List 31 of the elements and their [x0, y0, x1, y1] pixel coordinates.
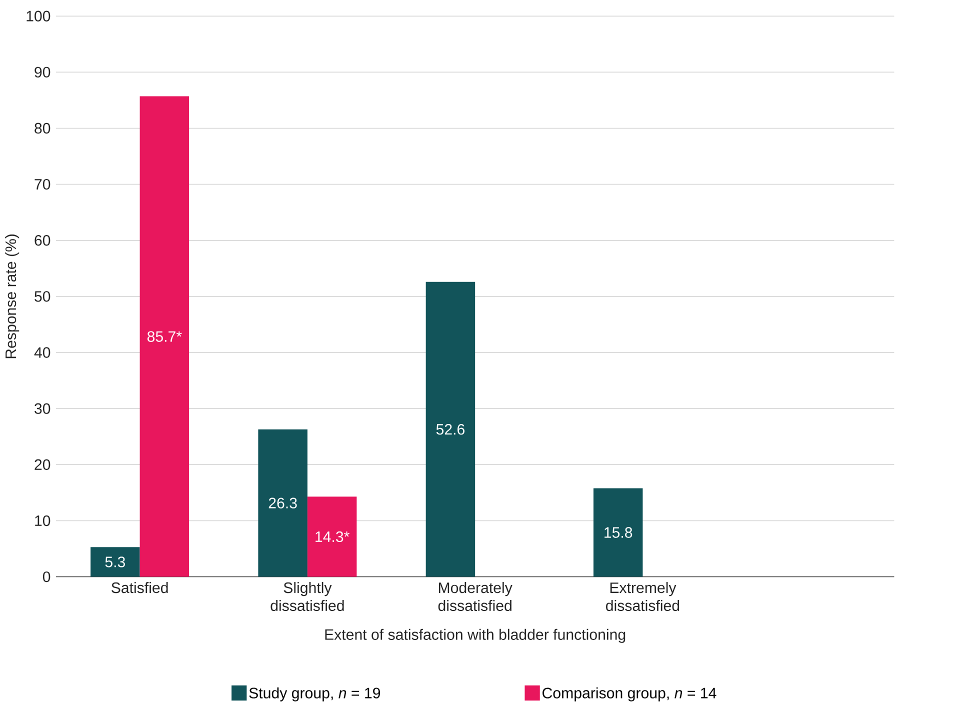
bar: [90, 546, 140, 577]
data-label: 14.3*: [316, 531, 350, 542]
legend-label: Study group, n = 19: [249, 687, 380, 702]
bar: [593, 488, 643, 577]
y-axis-title: Response rate (%): [5, 234, 20, 358]
y-tick-label: 70: [34, 178, 50, 190]
x-tick-label: Slightly dissatisfied: [270, 582, 344, 611]
bar: [140, 96, 190, 577]
y-tick-label: 40: [34, 347, 50, 358]
x-axis-title: Extent of satisfaction with bladder functioning: [325, 628, 626, 643]
bar: [307, 496, 357, 577]
y-tick-label: 90: [34, 66, 50, 78]
x-tick-label: Moderately dissatisfied: [438, 582, 512, 611]
legend-label: Comparison group, n = 14: [542, 687, 716, 702]
x-tick-label: Extremely dissatisfied: [606, 582, 680, 611]
y-tick-label: 10: [35, 515, 50, 526]
data-label: 26.3: [268, 498, 297, 508]
y-tick-label: 60: [34, 234, 50, 246]
data-label: 85.7*: [147, 331, 182, 342]
y-tick-label: 100: [26, 10, 50, 22]
y-tick-label: 20: [34, 459, 50, 470]
y-tick-label: 50: [34, 290, 50, 302]
y-tick-label: 80: [34, 122, 50, 134]
y-tick-label: 0: [42, 571, 50, 582]
data-label: 52.6: [436, 424, 464, 435]
data-label: 15.8: [604, 527, 632, 538]
bar: [426, 282, 476, 577]
bar: [258, 429, 308, 577]
data-label: 5.3: [105, 556, 125, 568]
y-tick-label: 30: [34, 403, 50, 414]
x-tick-label: Satisfied: [112, 582, 168, 593]
